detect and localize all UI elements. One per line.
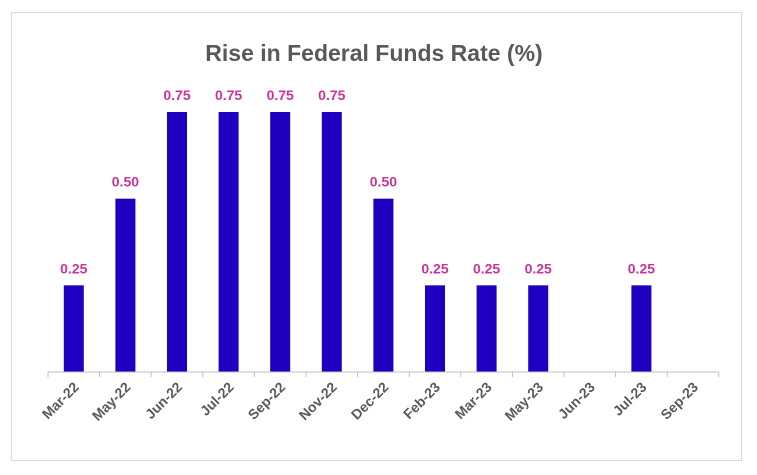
x-tick-label-may-22: May-22 — [89, 379, 134, 424]
data-label-feb-23: 0.25 — [421, 260, 448, 276]
data-label-dec-22: 0.50 — [370, 174, 397, 190]
bar-may-23 — [528, 285, 549, 372]
data-label-may-23: 0.25 — [525, 260, 552, 276]
x-tick-label-jun-22: Jun-22 — [142, 379, 185, 422]
bar-jun-22 — [167, 112, 187, 372]
bar-dec-22 — [373, 198, 394, 372]
bars-group — [63, 112, 652, 372]
bar-sep-22 — [270, 112, 291, 372]
x-tick-label-jun-23: Jun-23 — [555, 379, 598, 422]
x-tick-label-jul-22: Jul-22 — [197, 379, 237, 419]
x-tick-label-sep-22: Sep-22 — [245, 379, 289, 423]
data-label-nov-22: 0.75 — [318, 87, 345, 103]
data-label-jul-22: 0.75 — [215, 87, 242, 103]
x-tick-label-feb-23: Feb-23 — [400, 379, 443, 422]
chart-title: Rise in Federal Funds Rate (%) — [205, 40, 542, 66]
data-label-jun-22: 0.75 — [163, 87, 190, 103]
data-label-mar-23: 0.25 — [473, 260, 500, 276]
data-labels-group: 0.25 0.50 0.75 0.75 0.75 0.75 0.50 0.25 0.25 0.25… — [60, 87, 655, 276]
x-tick-label-mar-23: Mar-23 — [451, 379, 494, 422]
data-label-may-22: 0.50 — [112, 174, 139, 190]
bar-jul-22 — [218, 112, 239, 372]
data-label-mar-22: 0.25 — [60, 260, 87, 276]
x-tick-label-dec-22: Dec-22 — [348, 379, 392, 423]
x-tick-label-sep-23: Sep-23 — [657, 379, 701, 423]
x-tick-label-jul-23: Jul-23 — [610, 379, 650, 419]
x-tick-label-mar-22: Mar-22 — [39, 379, 82, 422]
x-tick-label-may-23: May-23 — [501, 379, 546, 424]
data-label-jul-23: 0.25 — [628, 260, 655, 276]
bar-feb-23 — [425, 285, 445, 372]
bar-may-22 — [115, 198, 136, 372]
bar-nov-22 — [321, 112, 342, 372]
data-label-sep-22: 0.75 — [267, 87, 294, 103]
x-tick-label-nov-22: Nov-22 — [296, 379, 340, 423]
bar-mar-23 — [476, 285, 497, 372]
x-axis-ticks: Mar-22 May-22 Jun-22 Jul-22 Sep-22 Nov-22 Dec-… — [39, 372, 720, 424]
bar-mar-22 — [63, 285, 84, 372]
bar-jul-23 — [631, 285, 652, 372]
